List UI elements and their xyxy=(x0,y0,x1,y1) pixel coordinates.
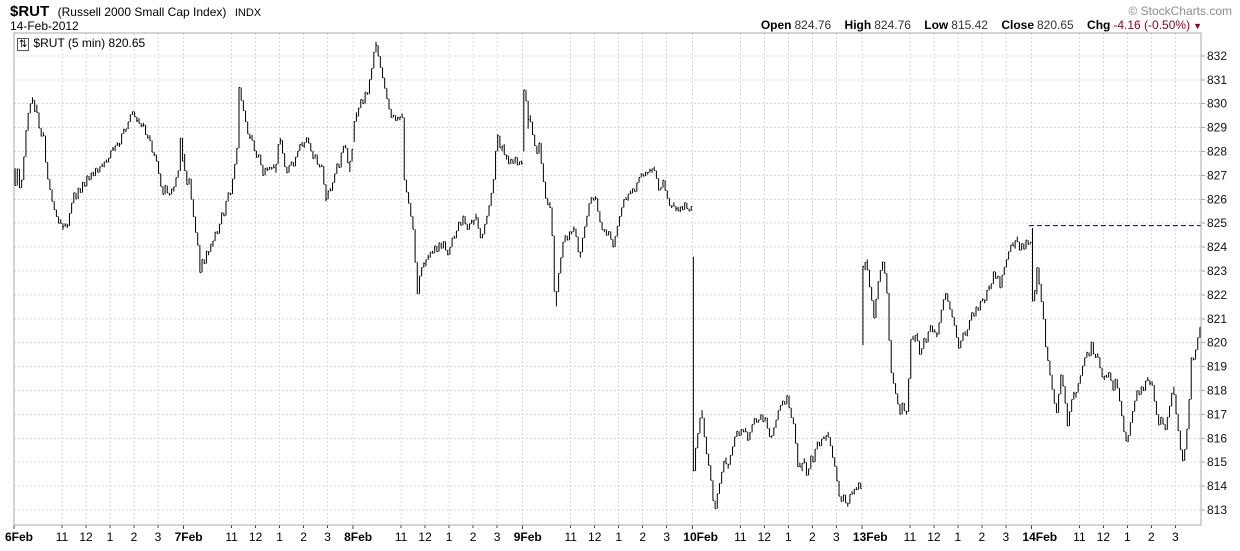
x-axis-hour-label: 2 xyxy=(979,530,986,544)
open-label: Open xyxy=(760,18,792,32)
x-axis-hour-label: 11 xyxy=(225,530,238,544)
open-value: 824.76 xyxy=(794,18,832,32)
x-axis-hour-label: 3 xyxy=(324,530,331,544)
high-value: 824.76 xyxy=(874,18,911,32)
x-axis-hour-label: 11 xyxy=(1073,530,1086,544)
series-legend: ⇅ $RUT (5 min) 820.65 xyxy=(17,36,145,51)
x-axis-day-label: 6Feb xyxy=(5,530,33,544)
y-axis-label: 820 xyxy=(1207,336,1227,350)
x-axis-day-label: 10Feb xyxy=(683,530,718,544)
low-label: Low xyxy=(924,18,949,32)
y-axis-label: 827 xyxy=(1207,168,1227,182)
x-axis-hour-label: 3 xyxy=(1003,530,1010,544)
chart-date: 14-Feb-2012 xyxy=(10,19,79,33)
y-axis-label: 826 xyxy=(1207,192,1227,206)
x-axis-hour-label: 1 xyxy=(446,530,453,544)
symbol-exchange: INDX xyxy=(234,7,262,19)
symbol-full-name: (Russell 2000 Small Cap Index) xyxy=(57,5,227,19)
low-value: 815.42 xyxy=(951,18,988,32)
series-legend-text: $RUT (5 min) 820.65 xyxy=(33,36,146,50)
down-triangle-icon[interactable]: ▼ xyxy=(1193,21,1202,31)
x-axis-hour-label: 3 xyxy=(494,530,501,544)
x-axis-hour-label: 11 xyxy=(904,530,917,544)
quote-summary-bar: Open 824.76 High 824.76 Low 815.42 Close 820… xyxy=(761,18,1202,32)
y-axis-label: 832 xyxy=(1207,49,1227,63)
x-axis-hour-label: 3 xyxy=(1172,530,1179,544)
x-axis-hour-label: 12 xyxy=(418,530,432,544)
x-axis-hour-label: 12 xyxy=(249,530,263,544)
updown-arrows-icon[interactable]: ⇅ xyxy=(17,38,30,51)
x-axis-hour-label: 11 xyxy=(56,530,69,544)
x-axis-hour-label: 12 xyxy=(79,530,93,544)
stockcharts-credit: © StockCharts.com xyxy=(1128,4,1232,18)
x-axis-hour-label: 1 xyxy=(615,530,622,544)
x-axis-hour-label: 12 xyxy=(588,530,602,544)
x-axis-hour-label: 12 xyxy=(1097,530,1111,544)
x-axis-hour-label: 1 xyxy=(276,530,283,544)
x-axis-hour-label: 11 xyxy=(734,530,747,544)
x-axis-hour-label: 1 xyxy=(785,530,792,544)
chg-label: Chg xyxy=(1087,18,1111,32)
x-axis-hour-label: 2 xyxy=(470,530,477,544)
y-axis-label: 819 xyxy=(1207,360,1227,374)
x-axis-hour-label: 2 xyxy=(1148,530,1155,544)
x-axis-hour-label: 2 xyxy=(639,530,646,544)
y-axis-label: 825 xyxy=(1207,216,1227,230)
chg-value: -4.16 (-0.50%) xyxy=(1113,18,1191,32)
x-axis-hour-label: 2 xyxy=(300,530,307,544)
x-axis-hour-label: 2 xyxy=(809,530,816,544)
chart-header: $RUT (Russell 2000 Small Cap Index) INDX xyxy=(10,3,261,21)
y-axis-label: 818 xyxy=(1207,384,1227,398)
x-axis-hour-label: 3 xyxy=(663,530,670,544)
y-axis-label: 823 xyxy=(1207,264,1227,278)
price-bars xyxy=(14,41,1202,510)
x-axis-hour-label: 3 xyxy=(155,530,162,544)
x-axis-hour-label: 12 xyxy=(758,530,772,544)
y-axis-label: 821 xyxy=(1207,312,1227,326)
close-value: 820.65 xyxy=(1037,18,1074,32)
y-axis-label: 822 xyxy=(1207,288,1227,302)
x-axis-hour-label: 2 xyxy=(131,530,138,544)
x-axis-day-label: 7Feb xyxy=(175,530,203,544)
x-axis-day-label: 13Feb xyxy=(853,530,888,544)
y-axis-label: 831 xyxy=(1207,73,1227,87)
x-axis-hour-label: 12 xyxy=(927,530,941,544)
y-axis-label: 824 xyxy=(1207,240,1227,254)
y-axis-label: 828 xyxy=(1207,145,1227,159)
y-axis-label: 829 xyxy=(1207,121,1227,135)
y-axis-label: 814 xyxy=(1207,479,1227,493)
x-axis-hour-label: 1 xyxy=(1124,530,1131,544)
y-axis-label: 830 xyxy=(1207,97,1227,111)
x-axis-hour-label: 1 xyxy=(955,530,962,544)
y-axis-label: 815 xyxy=(1207,455,1227,469)
y-axis-label: 813 xyxy=(1207,503,1227,517)
y-axis-label: 817 xyxy=(1207,407,1227,421)
x-axis-day-label: 14Feb xyxy=(1022,530,1057,544)
close-label: Close xyxy=(1001,18,1034,32)
x-axis-hour-label: 11 xyxy=(564,530,577,544)
x-axis-day-label: 8Feb xyxy=(344,530,372,544)
symbol-title: $RUT xyxy=(10,3,50,20)
high-label: High xyxy=(844,18,872,32)
x-axis-hour-label: 1 xyxy=(107,530,114,544)
x-axis-day-label: 9Feb xyxy=(514,530,542,544)
y-axis-label: 816 xyxy=(1207,431,1227,445)
x-axis-hour-label: 11 xyxy=(395,530,408,544)
x-axis-hour-label: 3 xyxy=(833,530,840,544)
